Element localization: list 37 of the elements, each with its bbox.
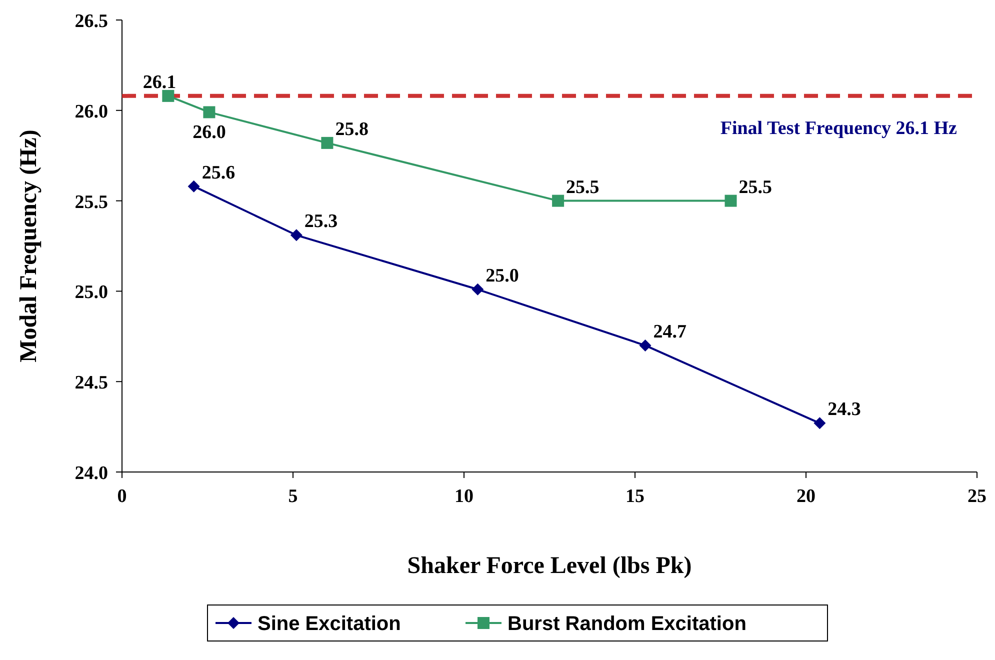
data-label: 24.7 <box>653 321 688 342</box>
data-label: 25.3 <box>304 211 338 232</box>
x-tick-label: 25 <box>968 486 986 507</box>
point <box>203 106 216 118</box>
x-tick-label: 20 <box>796 486 816 507</box>
y-tick-label: 25.5 <box>74 192 108 213</box>
point <box>162 90 174 102</box>
legend-label: Sine Excitation <box>258 613 401 635</box>
legend-label: Burst Random Excitation <box>508 613 746 635</box>
data-label: 25.5 <box>566 176 600 198</box>
y-tick-label: 24.5 <box>74 372 108 394</box>
point <box>290 229 302 242</box>
x-tick-label: 15 <box>626 486 644 507</box>
point <box>188 180 200 192</box>
data-label: 25.6 <box>202 162 236 184</box>
point <box>552 194 564 207</box>
ref-line-label: Final Test Frequency 26.1 Hz <box>720 118 958 139</box>
point <box>639 339 652 352</box>
point <box>814 417 826 430</box>
point <box>724 194 737 207</box>
data-label: 25.0 <box>486 265 519 286</box>
data-label: 24.3 <box>828 399 861 420</box>
x-tick-label: 0 <box>117 486 127 507</box>
y-tick-label: 26.0 <box>74 101 108 122</box>
data-label: 26.0 <box>192 122 226 144</box>
x-axis-title: Shaker Force Level (lbs Pk) <box>407 553 692 579</box>
x-tick-label: 10 <box>454 486 474 507</box>
data-label: 25.5 <box>738 176 772 198</box>
y-tick-label: 25.0 <box>74 282 108 304</box>
point <box>472 283 484 296</box>
y-tick-label: 24.0 <box>74 463 108 484</box>
y-tick-label: 26.5 <box>74 11 108 32</box>
x-tick-label: 5 <box>288 486 298 507</box>
data-label: 25.8 <box>335 118 368 140</box>
point <box>321 136 334 149</box>
data-label: 26.1 <box>142 72 176 93</box>
y-axis-title: Modal Frequency (Hz) <box>16 130 42 362</box>
